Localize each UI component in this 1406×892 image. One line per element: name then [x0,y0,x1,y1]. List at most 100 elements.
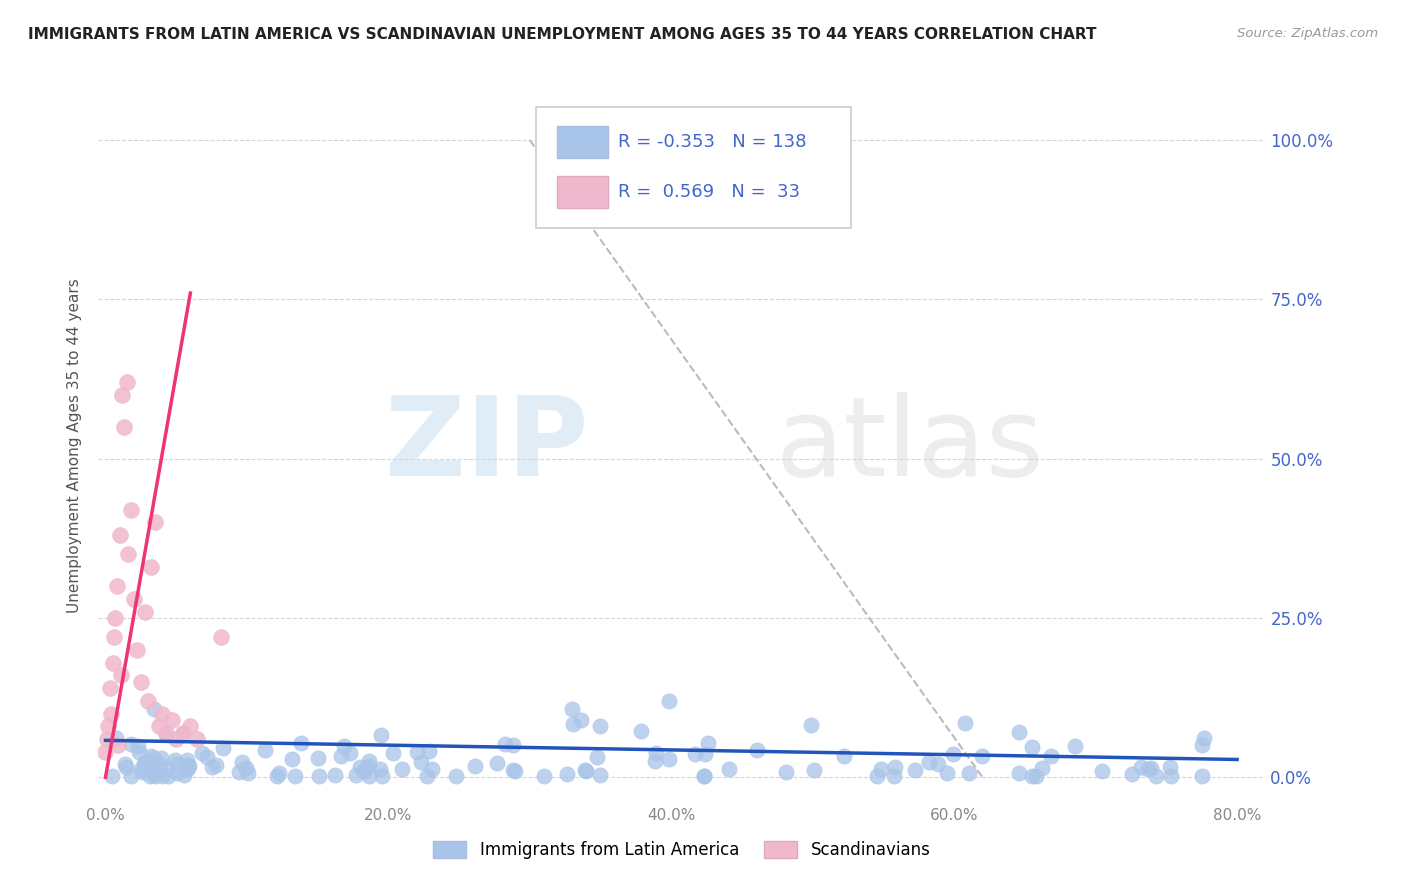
Point [332,739,354,754]
Point [97,719,120,733]
Point [307,751,329,765]
Point [165,732,187,747]
Point [693,747,716,761]
Point [884,760,907,774]
Point [129,762,152,776]
Point [935,766,957,780]
Point [658,694,681,708]
Point [115,760,138,774]
Point [120,502,142,516]
Text: atlas: atlas [775,392,1043,500]
Point [142,767,165,781]
Point [1039,748,1062,763]
Point [800,718,823,732]
Point [176,757,198,772]
Point [869,762,891,776]
Point [98,681,121,695]
Point [1008,766,1031,780]
Point [1191,769,1213,783]
Point [927,756,949,771]
Point [942,747,965,762]
Point [134,605,156,619]
Point [143,516,166,530]
Point [644,754,666,768]
Point [160,713,183,727]
Point [172,725,194,739]
Point [177,761,200,775]
Point [143,769,166,783]
Point [156,769,179,783]
Point [1063,739,1085,753]
Point [1137,762,1160,776]
Point [323,768,346,782]
Point [1140,761,1163,775]
Point [803,763,825,777]
Point [211,740,233,755]
Point [104,611,127,625]
Point [155,725,177,739]
Point [411,755,433,769]
Point [236,765,259,780]
Point [195,749,218,764]
Point [904,763,927,777]
Point [150,769,173,783]
Point [128,745,150,759]
Point [1008,724,1031,739]
Point [1144,769,1167,783]
Point [418,744,440,758]
Point [645,746,668,760]
Point [129,674,152,689]
Point [589,719,612,733]
Point [122,591,145,606]
Point [166,756,188,771]
Point [176,762,198,776]
Point [139,560,162,574]
Point [353,764,375,779]
Point [574,763,596,777]
Point [284,769,307,783]
Point [205,758,228,772]
Point [266,769,288,783]
Point [308,769,330,783]
Point [561,702,583,716]
Point [120,737,142,751]
Point [150,706,173,721]
Point [155,727,177,741]
Point [368,762,391,776]
Point [745,742,768,756]
Point [1191,738,1213,752]
Point [344,768,367,782]
Point [972,748,994,763]
Point [391,762,413,776]
Point [957,766,980,780]
Point [1021,740,1043,755]
Point [104,731,127,746]
Point [502,763,524,777]
Point [1091,764,1114,779]
Text: R = -0.353   N = 138: R = -0.353 N = 138 [617,133,806,151]
Point [1192,731,1215,745]
Point [136,694,159,708]
Point [420,762,443,776]
Point [134,756,156,770]
Point [1159,760,1181,774]
Point [1160,769,1182,783]
Point [96,732,118,747]
Point [354,762,377,776]
Point [155,762,177,776]
Point [267,765,290,780]
Point [494,737,516,751]
Point [177,759,200,773]
Point [562,716,585,731]
Point [143,757,166,772]
Y-axis label: Unemployment Among Ages 35 to 44 years: Unemployment Among Ages 35 to 44 years [67,278,83,614]
Point [114,756,136,771]
FancyBboxPatch shape [536,107,851,228]
Point [150,751,173,765]
Point [127,739,149,753]
Point [105,579,128,593]
Point [120,769,142,783]
Point [917,756,939,770]
Point [381,747,404,761]
Point [231,755,253,769]
